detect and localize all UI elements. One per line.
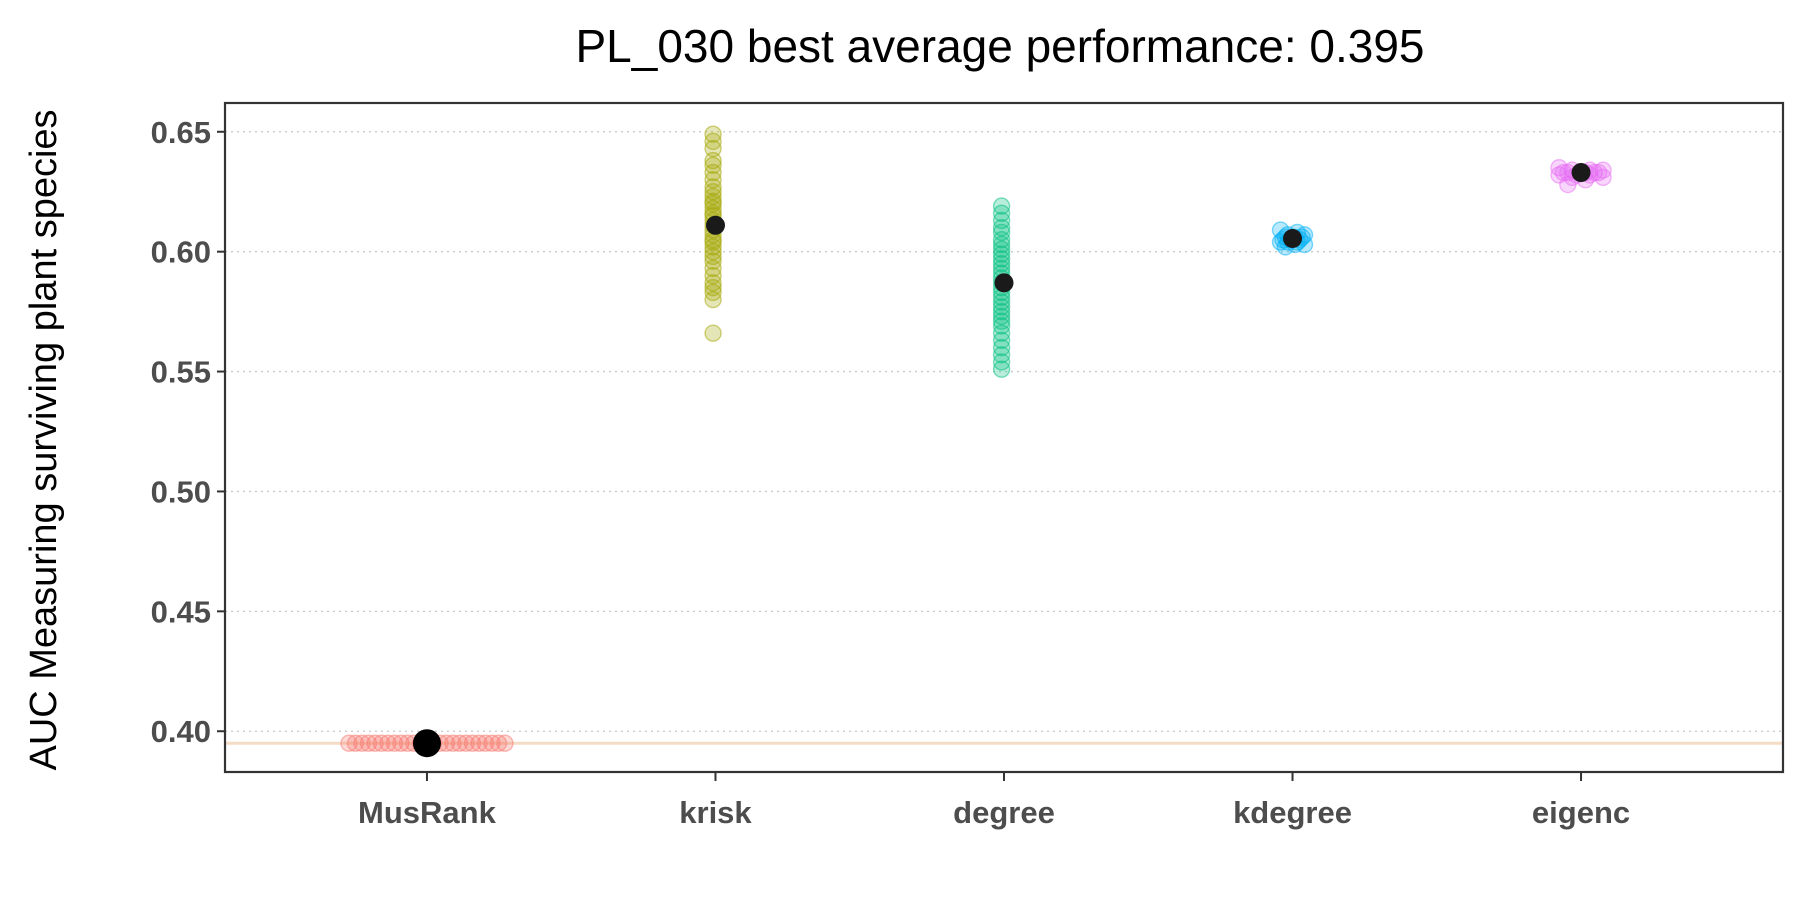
data-point [992,353,1011,371]
data-point [372,734,391,752]
data-point [704,156,722,175]
data-point [704,278,722,297]
data-point [704,324,722,342]
data-point [444,734,462,752]
data-point [992,197,1011,215]
y-tick-label: 0.65 [151,115,211,150]
data-point [704,247,722,266]
x-tick-label: degree [953,795,1055,830]
data-point [704,242,722,261]
data-point [704,238,722,256]
y-tick-label: 0.60 [151,235,211,270]
data-point [476,734,495,752]
data-point [704,125,722,143]
data-point [450,734,469,752]
data-point [385,734,404,752]
data-point [1559,175,1577,194]
y-axis: 0.40 0.45 0.50 0.55 0.60 0.65 [151,115,225,749]
data-point [992,331,1011,350]
data-point [704,274,722,292]
data-point [704,259,722,278]
mean-point [705,215,725,235]
x-tick-label: kdegree [1233,795,1352,830]
data-point [483,734,501,752]
data-point [704,151,722,170]
y-tick-label: 0.45 [151,594,211,629]
data-point [992,298,1011,316]
y-tick-label: 0.55 [151,355,211,390]
x-tick-label: eigenc [1532,795,1630,830]
data-point [992,240,1011,258]
y-tick-label: 0.40 [151,714,211,749]
data-point [392,734,410,752]
data-points [340,125,1612,752]
data-point [704,163,722,182]
data-point [992,293,1011,311]
data-point [704,178,722,196]
data-point [992,204,1011,223]
data-point [489,734,508,752]
data-point [992,338,1011,357]
data-point [346,734,365,752]
data-point [704,183,722,201]
data-point [992,245,1011,263]
data-point [704,290,722,309]
x-tick-label: MusRank [358,795,497,830]
data-point [366,734,384,752]
data-point [992,250,1011,268]
mean-point [1283,228,1303,248]
data-point [992,223,1011,242]
data-point [463,734,482,752]
data-point [457,734,475,752]
grid-lines [225,131,1783,732]
data-point [992,360,1011,378]
data-point [992,346,1011,364]
data-point [992,302,1011,321]
data-point [992,254,1011,273]
data-point [992,235,1011,254]
mean-point [994,273,1014,293]
data-point [992,312,1011,330]
data-point [704,283,722,302]
x-axis: MusRank krisk degree kdegree eigenc [358,772,1630,830]
y-axis-label: AUC Measuring surviving plant species [23,109,65,770]
mean-point [412,729,441,758]
mean-points [412,163,1591,758]
data-point [704,252,722,270]
mean-point [1571,163,1591,183]
x-tick-label: krisk [679,795,752,830]
chart-title: PL_030 best average performance: 0.395 [575,20,1424,72]
data-point [992,211,1011,230]
data-point [340,734,358,752]
data-point [359,734,378,752]
data-point [704,171,722,189]
data-point [992,317,1011,335]
data-point [1594,168,1612,187]
data-point [992,307,1011,326]
data-point [496,734,514,752]
data-point [704,266,722,285]
data-point [379,734,397,752]
data-point [992,218,1011,237]
data-point [704,132,722,151]
data-point [992,324,1011,342]
data-point [704,187,722,206]
y-tick-label: 0.50 [151,474,211,509]
data-point [704,195,722,213]
data-point [704,139,722,158]
data-point [992,230,1011,249]
data-point [353,734,371,752]
data-point [470,734,488,752]
